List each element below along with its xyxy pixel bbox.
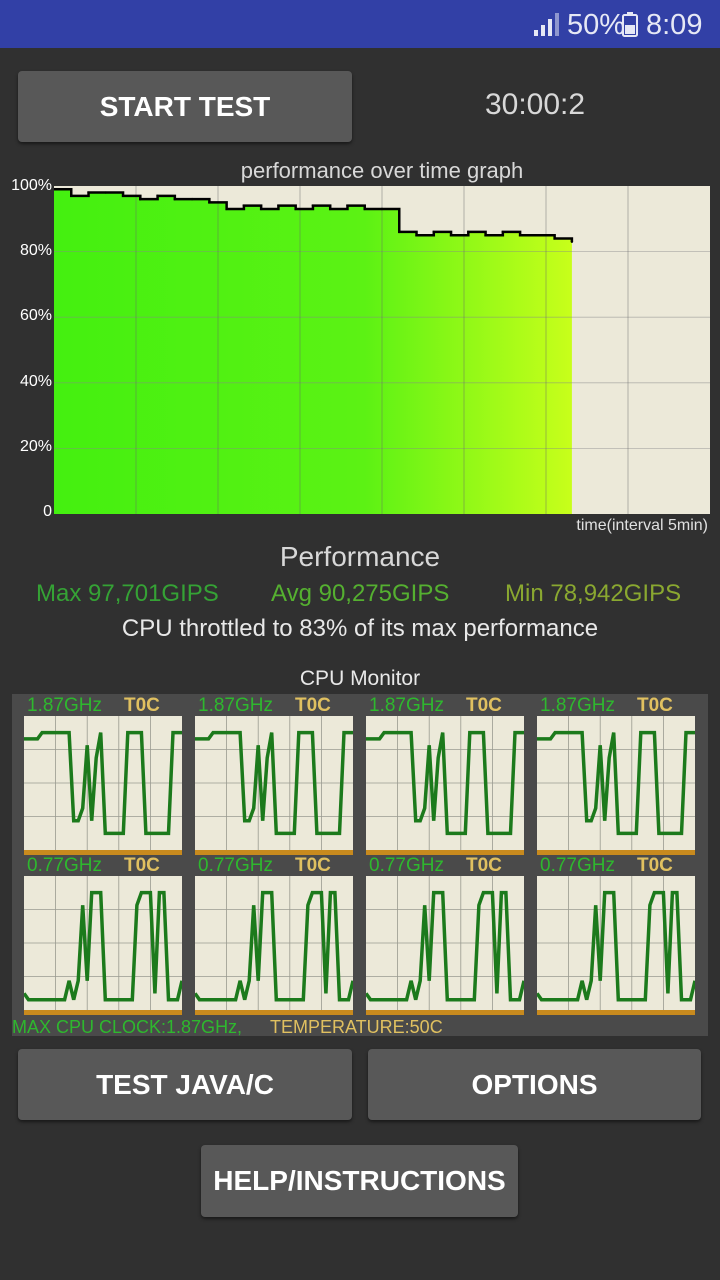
core-7-freq: 0.77GHz — [369, 855, 444, 876]
core-7-temp: T0C — [466, 855, 502, 876]
core-temp-bar — [366, 850, 524, 855]
core-7-graph — [366, 876, 524, 1015]
test-java-c-button[interactable]: TEST JAVA/C — [18, 1049, 352, 1120]
core-8-temp: T0C — [637, 855, 673, 876]
y-tick-40: 40% — [19, 373, 52, 390]
core-temp-bar — [366, 1010, 524, 1015]
core-freq-trace — [366, 890, 524, 1002]
y-tick-60: 60% — [19, 307, 52, 324]
performance-point — [432, 230, 435, 234]
core-1-temp: T0C — [124, 695, 160, 716]
battery-percent: 50% — [567, 9, 626, 41]
performance-point — [259, 207, 263, 211]
core-2-freq: 1.87GHz — [198, 695, 273, 716]
options-button[interactable]: OPTIONS — [368, 1049, 701, 1120]
core-6-graph — [195, 876, 353, 1015]
core-5-freq: 0.77GHz — [27, 855, 102, 876]
start-test-button[interactable]: START TEST — [18, 71, 352, 142]
performance-point — [484, 234, 487, 237]
core-freq-trace — [195, 890, 353, 1002]
battery-icon — [622, 12, 638, 37]
performance-point — [329, 207, 332, 211]
performance-point — [156, 194, 159, 198]
performance-point — [363, 207, 366, 211]
core-temp-bar — [24, 1010, 182, 1015]
performance-point — [54, 188, 56, 191]
cpu-monitor-title: CPU Monitor — [299, 667, 421, 690]
core-5-graph — [24, 876, 182, 1015]
core-4-graph — [537, 716, 695, 855]
performance-point — [536, 234, 539, 237]
performance-point — [104, 191, 107, 194]
core-1-freq: 1.87GHz — [27, 695, 102, 716]
core-temp-bar — [537, 1010, 695, 1015]
core-8-graph — [537, 876, 695, 1015]
avg-gips: Avg 90,275GIPS — [271, 580, 450, 607]
performance-point — [467, 230, 470, 234]
y-tick-0: 0 — [43, 503, 52, 520]
core-4-freq: 1.87GHz — [540, 695, 615, 716]
core-3-graph — [366, 716, 524, 855]
max-gips: Max 97,701GIPS — [36, 580, 219, 607]
performance-point — [415, 234, 418, 237]
core-freq-trace — [24, 890, 182, 1002]
performance-point — [346, 204, 349, 207]
core-6-freq: 0.77GHz — [198, 855, 273, 876]
status-time: 8:09 — [646, 9, 703, 41]
performance-point — [139, 197, 142, 201]
test-timer: 30:00:2 — [484, 88, 586, 121]
performance-point — [277, 204, 280, 207]
core-temp-bar — [537, 850, 695, 855]
core-8-freq: 0.77GHz — [540, 855, 615, 876]
min-gips: Min 78,942GIPS — [505, 580, 682, 607]
performance-point — [121, 194, 125, 198]
performance-point — [173, 197, 177, 201]
performance-point — [518, 234, 522, 237]
performance-point — [294, 207, 297, 211]
performance-point — [380, 207, 384, 211]
help-instructions-button[interactable]: HELP/INSTRUCTIONS — [201, 1145, 518, 1217]
core-freq-trace — [366, 730, 524, 836]
core-freq-trace — [195, 730, 353, 836]
y-tick-80: 80% — [19, 242, 52, 259]
core-4-temp: T0C — [637, 695, 673, 716]
performance-point — [398, 230, 401, 234]
performance-graph — [54, 186, 710, 514]
performance-point — [242, 204, 246, 207]
core-5-temp: T0C — [124, 855, 160, 876]
performance-point — [570, 240, 574, 243]
signal-icon — [534, 13, 559, 36]
performance-point — [70, 194, 73, 198]
core-temp-bar — [195, 1010, 353, 1015]
performance-point — [311, 204, 315, 207]
y-tick-100: 100% — [11, 177, 52, 194]
core-3-freq: 1.87GHz — [369, 695, 444, 716]
status-bar: 50% 8:09 — [0, 0, 720, 48]
core-freq-trace — [537, 730, 695, 836]
core-freq-trace — [24, 730, 182, 836]
graph-title: performance over time graph — [240, 158, 524, 183]
performance-point — [87, 191, 90, 194]
core-freq-trace — [537, 890, 695, 1002]
performance-point — [501, 230, 505, 234]
core-6-temp: T0C — [295, 855, 331, 876]
core-1-graph — [24, 716, 182, 855]
core-temp-bar — [24, 850, 182, 855]
throttle-text: CPU throttled to 83% of its max performa… — [121, 615, 599, 642]
performance-point — [208, 201, 211, 204]
core-temp-bar — [195, 850, 353, 855]
cpu-temperature: TEMPERATURE:50C — [270, 1017, 443, 1037]
performance-point — [225, 207, 228, 211]
graph-x-label: time(interval 5min) — [576, 517, 708, 534]
performance-heading: Performance — [279, 541, 441, 572]
max-cpu-clock: MAX CPU CLOCK:1.87GHz, — [12, 1017, 243, 1037]
performance-point — [190, 197, 194, 201]
y-tick-20: 20% — [19, 438, 52, 455]
performance-point — [449, 234, 453, 237]
performance-area — [54, 189, 572, 514]
core-3-temp: T0C — [466, 695, 502, 716]
core-2-temp: T0C — [295, 695, 331, 716]
core-2-graph — [195, 716, 353, 855]
performance-point — [553, 237, 556, 240]
